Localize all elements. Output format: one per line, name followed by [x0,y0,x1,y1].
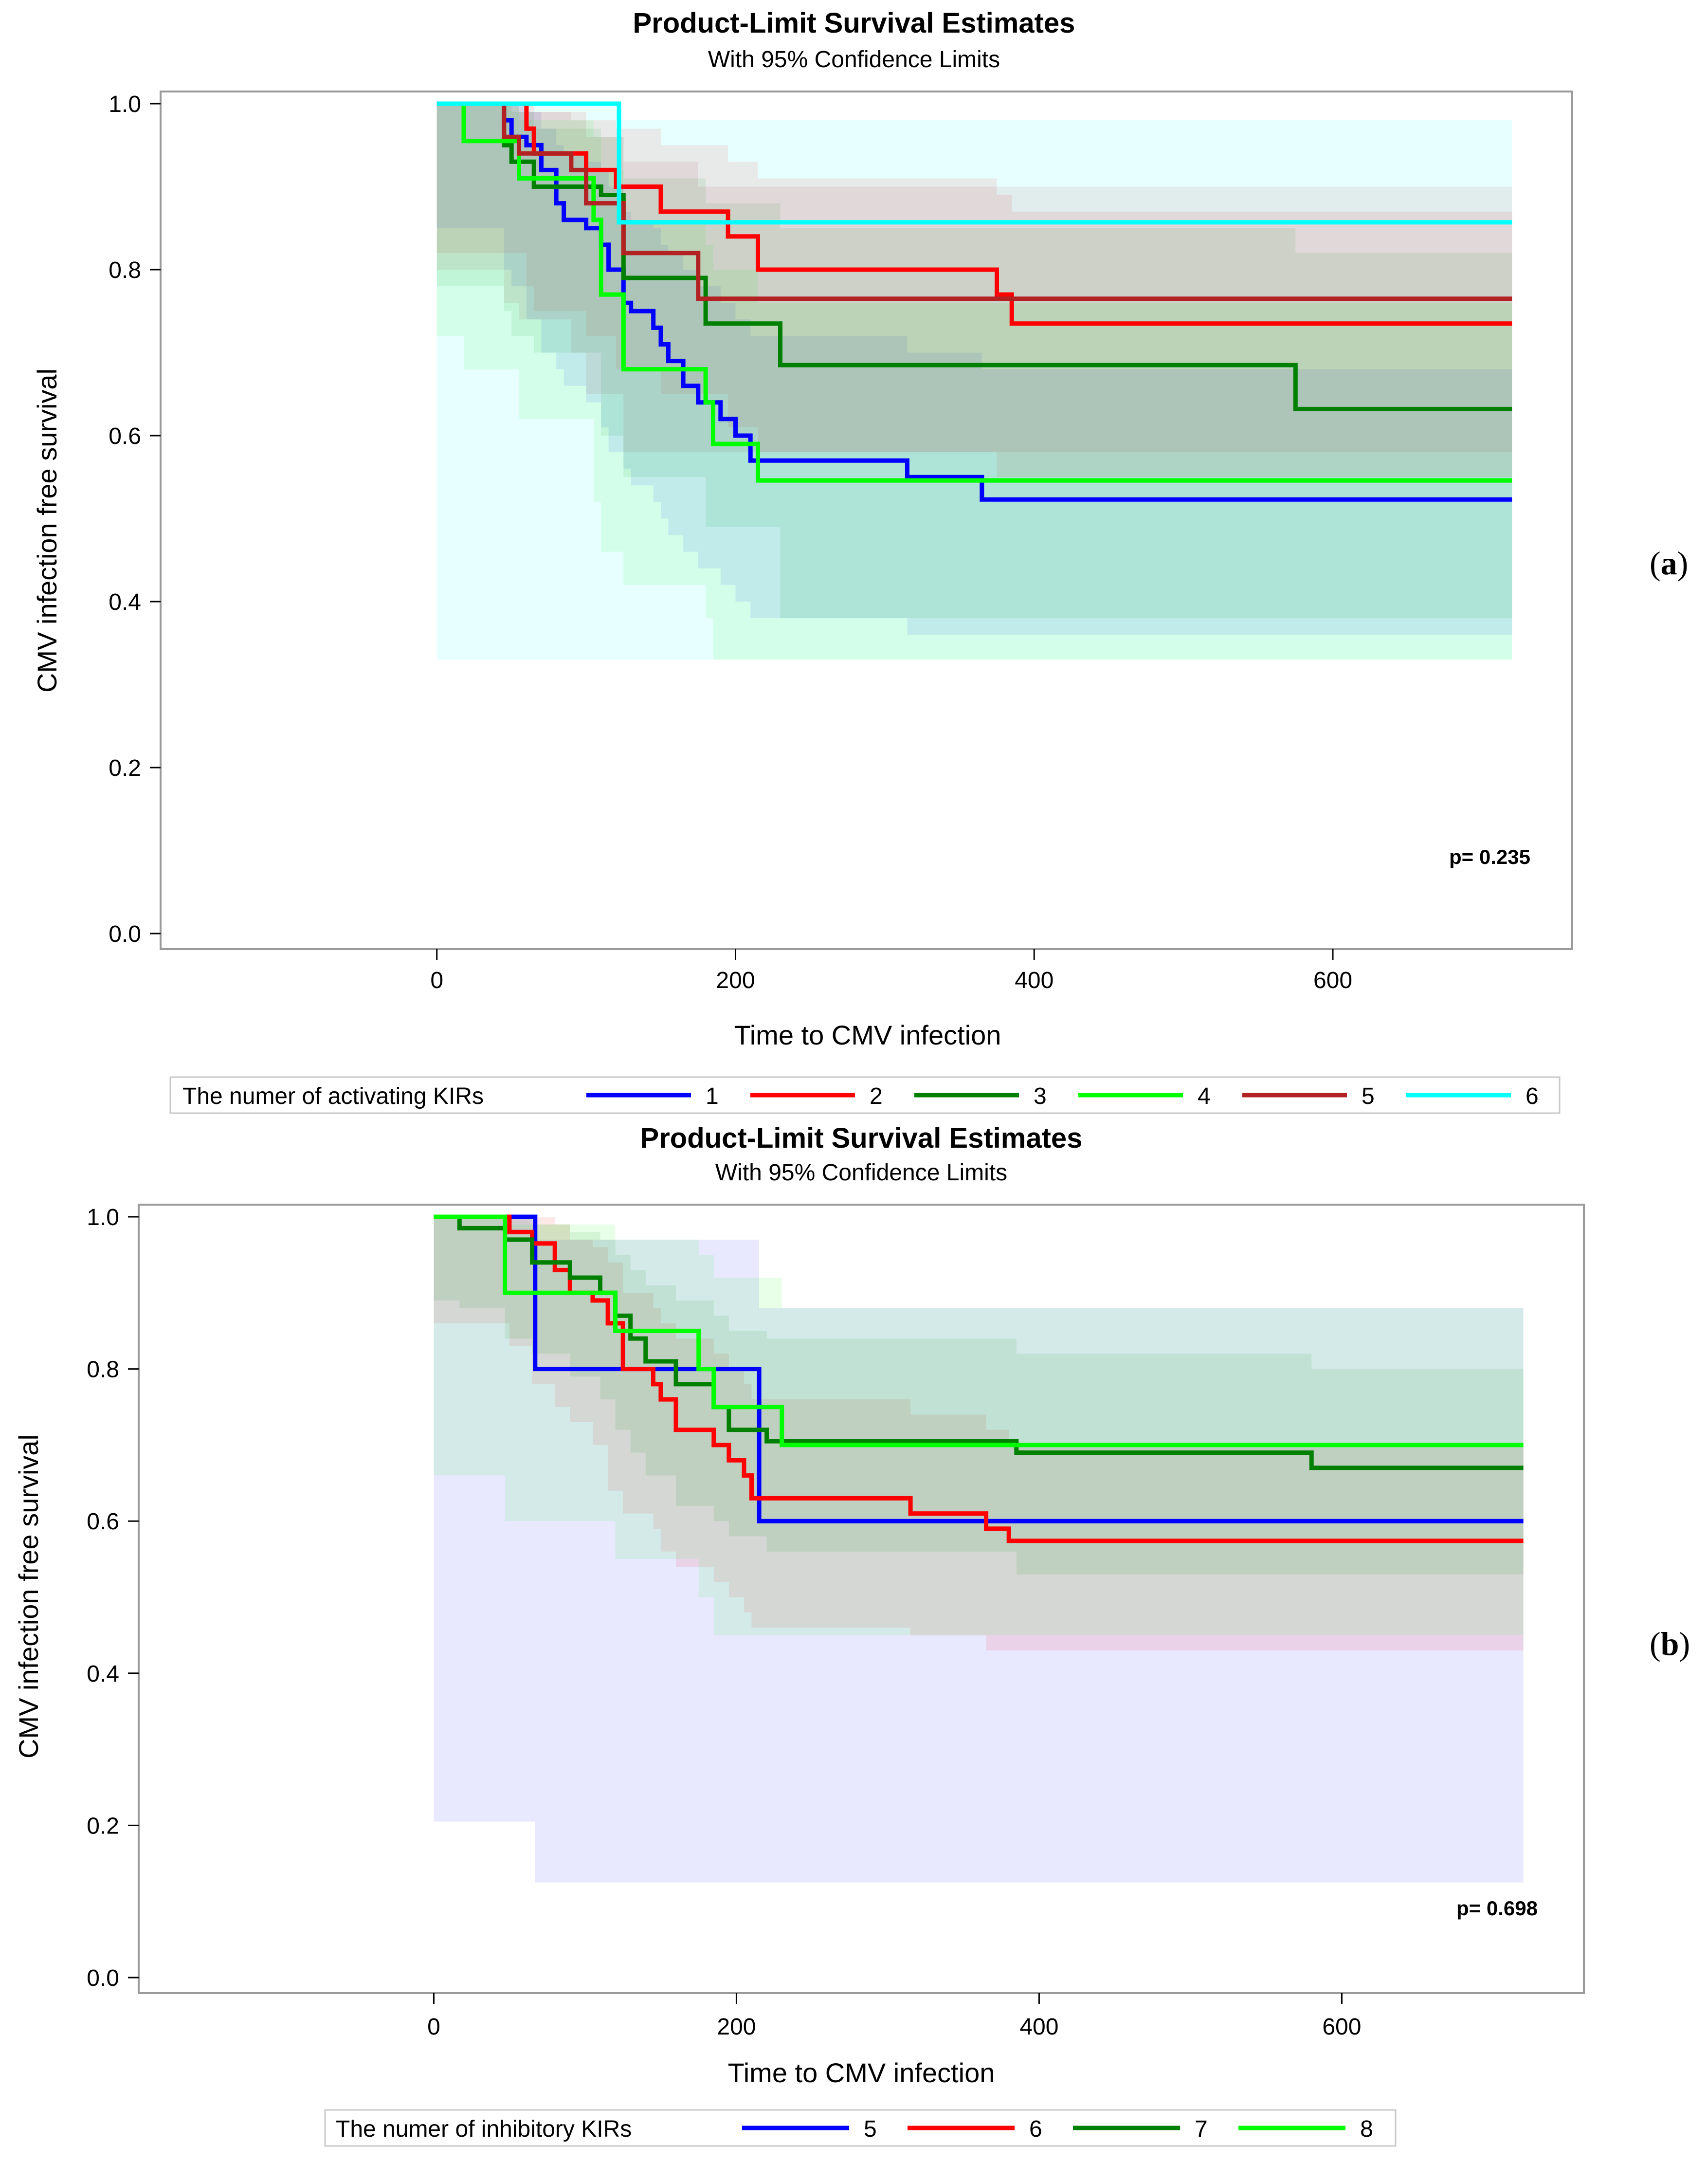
y-tick-label: 0.4 [109,589,141,615]
chart-title: Product-Limit Survival Estimates [633,7,1075,39]
y-tick-label: 0.4 [87,1661,119,1687]
panel-label-a: (a) [1650,545,1688,582]
legend-label-5: 5 [864,2116,877,2142]
x-axis-label: Time to CMV infection [734,1020,1001,1050]
survival-curve-7 [434,1214,1524,1470]
survival-curve-1 [436,101,1512,502]
confidence-band-7 [434,1217,1524,1575]
chart-subtitle: With 95% Confidence Limits [708,47,1000,73]
legend-label-3: 3 [1034,1083,1047,1109]
y-axis-label: CMV infection free survival [32,368,62,693]
survival-curve-4 [436,101,1512,483]
y-tick-label: 0.6 [109,423,141,449]
x-tick-label: 600 [1313,968,1352,993]
confidence-band-3 [436,104,1512,619]
x-tick-label: 400 [1019,2014,1058,2040]
y-tick-label: 0.6 [87,1509,119,1535]
survival-curve-8 [434,1214,1524,1448]
plot-frame [138,1204,1585,1994]
chart-subtitle: With 95% Confidence Limits [715,1160,1007,1186]
legend: The numer of inhibitory KIRs 5 6 7 8 [324,2109,1397,2147]
legend-label-1: 1 [706,1083,719,1109]
y-tick-label: 0.2 [87,1813,119,1839]
x-tick-label: 400 [1015,968,1054,993]
survival-curve-5 [436,101,1512,301]
panel-label-b: (b) [1650,1625,1690,1662]
y-tick-label: 0.0 [109,921,141,947]
x-tick-label: 200 [717,2014,756,2040]
survival-curve-2 [436,101,1512,326]
chart-panel-b: Product-Limit Survival Estimates With 95… [13,1122,1690,2147]
p-value: p= 0.698 [1456,1897,1538,1920]
y-tick-label: 1.0 [87,1205,119,1230]
legend-title: The numer of inhibitory KIRs [336,2116,632,2142]
confidence-bands [434,1217,1524,1883]
plot-frame [160,91,1573,950]
legend-items: 5 6 7 8 [742,2116,1373,2142]
x-axis: 0 200 400 600 [427,1993,1361,2040]
chart-panel-a: Product-Limit Survival Estimates With 95… [32,7,1688,1114]
confidence-band-4 [436,104,1512,660]
x-axis: 0 200 400 600 [430,949,1352,993]
y-axis: 0.0 0.2 0.4 0.6 0.8 1.0 [87,1205,139,1991]
x-axis-label: Time to CMV infection [728,2057,995,2088]
confidence-band-1 [436,104,1512,635]
x-tick-label: 200 [716,968,755,993]
survival-curves [434,1214,1524,1543]
y-tick-label: 0.8 [87,1357,119,1383]
x-tick-label: 0 [430,968,443,993]
legend-items: 1 2 3 4 5 6 [586,1083,1539,1109]
y-axis-label: CMV infection free survival [13,1434,44,1759]
chart-title: Product-Limit Survival Estimates [640,1122,1083,1154]
legend-label-8: 8 [1360,2116,1373,2142]
legend-label-6: 6 [1029,2116,1042,2142]
x-tick-label: 0 [427,2014,440,2040]
survival-curve-6 [434,1214,1524,1543]
legend-box [324,2109,1397,2147]
legend: The numer of activating KIRs 1 2 3 4 5 6 [169,1076,1561,1114]
survival-curve-3 [436,101,1512,411]
survival-curve-6 [436,101,1512,225]
y-tick-label: 0.8 [109,257,141,283]
legend-label-2: 2 [870,1083,883,1109]
y-axis: 0.0 0.2 0.4 0.6 0.8 1.0 [109,92,161,947]
x-tick-label: 600 [1322,2014,1361,2040]
confidence-bands [436,104,1512,660]
legend-label-5: 5 [1362,1083,1375,1109]
legend-title: The numer of activating KIRs [182,1083,484,1109]
y-tick-label: 0.2 [109,755,141,781]
p-value: p= 0.235 [1449,845,1530,868]
y-tick-label: 1.0 [109,92,141,117]
confidence-band-6 [436,104,1512,660]
survival-curves [436,101,1512,502]
legend-label-7: 7 [1195,2116,1208,2142]
confidence-band-8 [434,1217,1524,1635]
y-tick-label: 0.0 [87,1965,119,1991]
legend-label-4: 4 [1198,1083,1211,1109]
legend-label-6: 6 [1526,1083,1539,1109]
